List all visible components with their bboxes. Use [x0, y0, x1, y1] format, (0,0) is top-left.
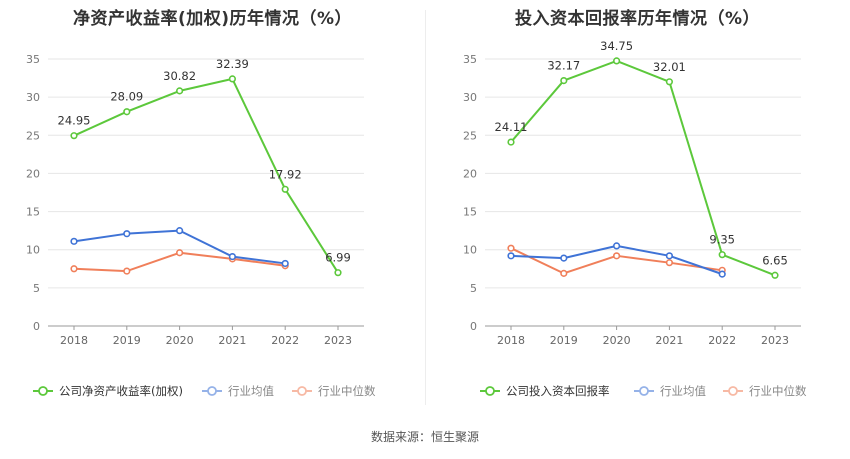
series-line	[510, 247, 723, 275]
y-tick-label: 10	[26, 244, 40, 257]
data-source-note: 数据来源：恒生聚源	[370, 430, 479, 444]
data-label: 28.09	[110, 90, 143, 104]
y-tick-label: 15	[26, 206, 40, 219]
x-tick-label: 2018	[60, 334, 88, 347]
panel-divider	[425, 10, 426, 405]
x-tick-label: 2023	[761, 334, 789, 347]
legend-label: 公司投入资本回报率	[506, 384, 610, 398]
data-point	[613, 252, 621, 260]
y-tick-label: 30	[463, 91, 477, 104]
data-point	[665, 259, 673, 267]
data-label: 6.65	[762, 253, 788, 267]
legend-label: 行业中位数	[749, 384, 807, 398]
data-point	[281, 185, 289, 193]
legend-label: 行业均值	[228, 384, 274, 398]
x-tick-label: 2021	[218, 334, 246, 347]
data-point	[176, 227, 184, 235]
roic-chart-panel: 投入资本回报率历年情况（%） 0 5 10 15 20 25 30 35 2018 2019 202…	[425, 0, 850, 410]
x-tick-label: 2022	[708, 334, 736, 347]
x-tick-label: 2021	[655, 334, 683, 347]
data-point	[70, 265, 78, 273]
data-point	[613, 57, 621, 65]
data-label: 34.75	[600, 39, 633, 53]
data-label: 32.39	[216, 57, 249, 71]
data-label: 32.01	[653, 60, 686, 74]
data-point	[613, 242, 621, 250]
data-point	[560, 269, 568, 277]
data-point	[718, 251, 726, 259]
legend-label: 行业中位数	[318, 384, 376, 398]
chart-title: 投入资本回报率历年情况（%）	[514, 9, 761, 29]
chart-title: 净资产收益率(加权)历年情况（%）	[72, 9, 353, 29]
data-point	[228, 75, 236, 83]
x-tick-label: 2020	[166, 334, 194, 347]
series-line	[73, 77, 339, 274]
legend-swatch-marker	[38, 386, 48, 396]
data-label: 17.92	[269, 167, 302, 181]
data-point	[507, 138, 515, 146]
x-tick-label: 2020	[603, 334, 631, 347]
x-tick-label: 2019	[113, 334, 141, 347]
data-label: 9.35	[709, 233, 735, 247]
legend-item: 行业中位数	[723, 384, 807, 398]
data-point	[665, 78, 673, 86]
data-point	[334, 269, 342, 277]
roic-line-chart: 0 5 10 15 20 25 30 35 2018 2019 2020 2021 2022 2023 24…	[463, 39, 807, 398]
series-line	[73, 229, 286, 265]
y-tick-label: 35	[26, 53, 40, 66]
roe-chart-panel: 净资产收益率(加权)历年情况（%） 0 5 10 15 20 25 30 35 2018 2019…	[0, 0, 425, 410]
y-tick-label: 25	[463, 129, 477, 142]
y-tick-label: 5	[470, 282, 477, 295]
data-point	[70, 132, 78, 140]
data-point	[718, 270, 726, 278]
data-point	[228, 252, 236, 261]
data-point	[560, 76, 568, 85]
data-label: 6.99	[325, 251, 351, 265]
y-tick-label: 20	[463, 167, 477, 180]
y-tick-label: 30	[26, 91, 40, 104]
data-point	[560, 254, 568, 262]
y-tick-label: 25	[26, 129, 40, 142]
data-point	[70, 237, 78, 245]
data-label: 32.17	[547, 59, 580, 73]
data-point	[123, 267, 131, 275]
legend-item: 公司净资产收益率(加权)	[33, 384, 183, 398]
legend-item: 行业中位数	[292, 384, 376, 398]
y-tick-label: 35	[463, 53, 477, 66]
data-label: 24.95	[58, 114, 91, 128]
legend-swatch-marker	[728, 386, 738, 396]
x-tick-label: 2018	[497, 334, 525, 347]
data-point	[176, 87, 184, 95]
data-label: 30.82	[163, 69, 196, 83]
legend-swatch-marker	[639, 386, 649, 396]
data-point	[176, 249, 184, 257]
y-tick-label: 0	[33, 320, 40, 333]
y-tick-label: 10	[463, 244, 477, 257]
data-point	[123, 108, 131, 116]
y-tick-label: 5	[33, 282, 40, 295]
legend-label: 行业均值	[660, 384, 706, 398]
data-point	[665, 252, 673, 260]
data-point	[123, 230, 131, 238]
x-tick-label: 2023	[324, 334, 352, 347]
data-label: 24.11	[495, 120, 528, 134]
data-point	[281, 259, 289, 268]
data-point	[507, 252, 515, 260]
y-tick-label: 15	[463, 206, 477, 219]
series-line	[510, 59, 776, 277]
y-tick-label: 0	[470, 320, 477, 333]
legend-swatch-marker	[207, 386, 217, 396]
legend-swatch-marker	[297, 386, 307, 396]
legend-item: 行业均值	[634, 384, 706, 398]
data-point	[507, 244, 515, 252]
x-tick-label: 2019	[550, 334, 578, 347]
data-point	[771, 271, 779, 279]
legend-item: 公司投入资本回报率	[480, 384, 610, 398]
roe-line-chart: 0 5 10 15 20 25 30 35 2018 2019 2020 2021 2022 2023 24…	[26, 53, 376, 398]
y-tick-label: 20	[26, 167, 40, 180]
x-tick-label: 2022	[271, 334, 299, 347]
legend-swatch-marker	[485, 386, 495, 396]
legend-item: 行业均值	[202, 384, 274, 398]
legend-label: 公司净资产收益率(加权)	[59, 384, 183, 398]
